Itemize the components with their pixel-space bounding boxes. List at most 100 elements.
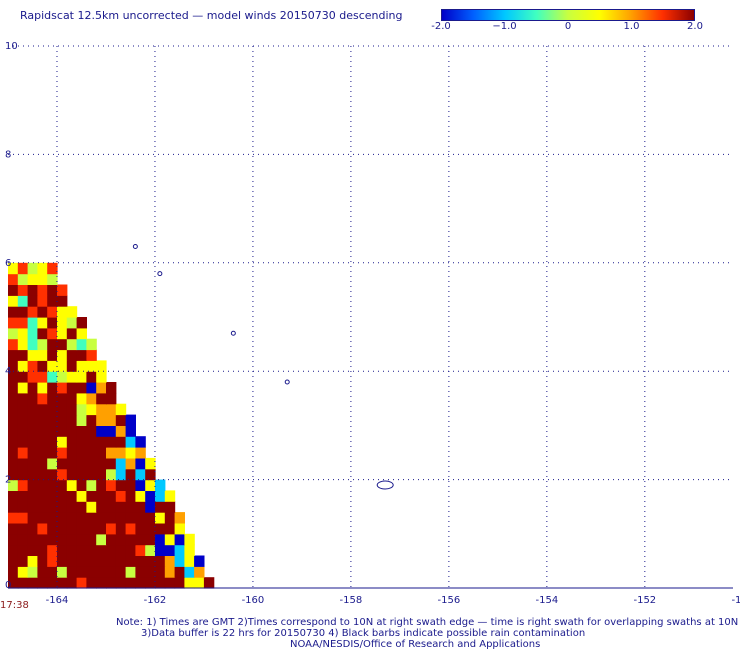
swath-cell	[135, 490, 146, 502]
swath-cell	[115, 468, 127, 481]
swath-cell	[115, 512, 127, 524]
swath-cell	[37, 577, 48, 589]
swath-cell	[17, 317, 29, 329]
swath-cell	[164, 566, 176, 578]
swath-cell	[37, 501, 48, 513]
island-outline	[376, 480, 394, 490]
swath-cell	[47, 371, 58, 383]
swath-cell	[37, 544, 48, 556]
swath-cell	[37, 392, 48, 405]
swath-cell	[27, 523, 38, 535]
swath-cell	[47, 349, 58, 361]
swath-cell	[8, 479, 19, 491]
swath-cell	[57, 523, 68, 535]
swath-cell	[37, 555, 48, 567]
x-tick-label: -150	[731, 595, 740, 606]
swath-cell	[184, 566, 195, 578]
swath-cell	[106, 425, 117, 437]
swath-cell	[125, 577, 136, 589]
swath-cell	[66, 479, 78, 491]
swath-cell	[37, 533, 48, 546]
y-tick-label: 10	[5, 41, 18, 52]
swath-cell	[106, 533, 117, 546]
swath-cell	[27, 479, 38, 491]
swath-cell	[47, 490, 58, 502]
swath-cell	[86, 392, 97, 405]
swath-cell	[8, 544, 19, 556]
swath-cell	[66, 566, 78, 578]
swath-cell	[76, 447, 87, 459]
swath-cell	[135, 544, 146, 556]
swath-cell	[27, 436, 38, 448]
swath-cell	[135, 566, 146, 578]
swath-cell	[96, 436, 107, 448]
swath-cell	[17, 262, 29, 275]
swath-cell	[174, 566, 185, 578]
swath-cell	[96, 382, 107, 394]
swath-cell	[47, 295, 58, 307]
swath-cell	[76, 533, 87, 546]
swath-cell	[27, 555, 38, 567]
swath-cell	[37, 273, 48, 285]
swath-cell	[96, 490, 107, 502]
swath-cell	[145, 457, 156, 470]
swath-cell	[86, 403, 97, 416]
swath-cell	[76, 555, 87, 567]
swath-cell	[27, 262, 38, 275]
swath-cell	[194, 577, 205, 589]
swath-cell	[115, 414, 127, 426]
swath-cell	[135, 512, 146, 524]
swath-cell	[115, 566, 127, 578]
swath-cell	[8, 501, 19, 513]
swath-cell	[8, 284, 19, 296]
swath-cell	[37, 512, 48, 524]
swath-cell	[57, 317, 68, 329]
swath-cell	[164, 577, 176, 589]
swath-cell	[27, 273, 38, 285]
swath-cell	[37, 262, 48, 275]
y-tick-label: 6	[5, 258, 11, 269]
swath-cell	[145, 566, 156, 578]
swath-cell	[86, 457, 97, 470]
swath-cell	[76, 501, 87, 513]
swath-cell	[86, 436, 97, 448]
swath-cell	[57, 382, 68, 394]
swath-cell	[17, 544, 29, 556]
swath-cell	[47, 262, 58, 275]
swath-cell	[106, 457, 117, 470]
swath-cell	[57, 327, 68, 340]
swath-cell	[96, 512, 107, 524]
swath-cell	[86, 360, 97, 372]
swath-cell	[17, 382, 29, 394]
swath-cell	[164, 523, 176, 535]
swath-cell	[17, 392, 29, 405]
swath-cell	[8, 306, 19, 318]
y-tick-label: 0	[5, 580, 11, 591]
swath-cell	[115, 479, 127, 491]
swath-cell	[17, 360, 29, 372]
swath-cell	[27, 284, 38, 296]
swath-cell	[37, 425, 48, 437]
swath-cell	[145, 501, 156, 513]
swath-cell	[8, 295, 19, 307]
swath-cell	[125, 544, 136, 556]
swath-cell	[17, 306, 29, 318]
swath-cell	[174, 512, 185, 524]
swath-cell	[47, 577, 58, 589]
swath-cell	[47, 512, 58, 524]
swath-cell	[106, 544, 117, 556]
swath-cell	[76, 338, 87, 351]
swath-cell	[57, 447, 68, 459]
swath-cell	[86, 447, 97, 459]
swath-cell	[96, 468, 107, 481]
swath-cell	[76, 371, 87, 383]
swath-cell	[27, 577, 38, 589]
swath-cell	[8, 533, 19, 546]
swath-cell	[106, 403, 117, 416]
note-line-2: 3)Data buffer is 22 hrs for 20150730 4) …	[141, 628, 586, 639]
swath-cell	[47, 447, 58, 459]
swath-cell	[27, 295, 38, 307]
swath-cell	[37, 447, 48, 459]
swath-cell	[106, 490, 117, 502]
swath-cell	[86, 490, 97, 502]
